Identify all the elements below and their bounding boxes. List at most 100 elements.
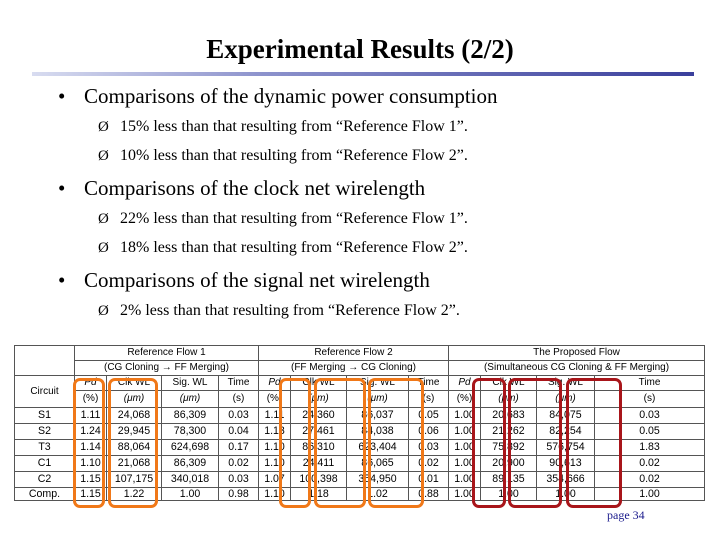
value-cell: 21,262 xyxy=(480,423,537,440)
value-cell: 354,950 xyxy=(346,471,409,488)
value-cell: 1.00 xyxy=(448,439,481,456)
value-cell: 576,754 xyxy=(536,439,595,456)
value-cell: 1.00 xyxy=(448,487,481,501)
value-cell: 1.10 xyxy=(258,455,291,472)
arrow-bullet-icon: Ø xyxy=(98,211,109,227)
value-cell: 86,310 xyxy=(290,439,347,456)
sub-bullet-clock-flow2: Ø 18% less than that resulting from “Refe… xyxy=(98,239,468,257)
circuit-header-spacer xyxy=(14,345,75,376)
value-cell: 86,309 xyxy=(161,407,219,424)
value-cell: 1.07 xyxy=(258,471,291,488)
circuit-cell: S2 xyxy=(14,423,75,440)
unit-header: (s) xyxy=(218,390,259,408)
results-table-container: Reference Flow 1 Reference Flow 2 The Pr… xyxy=(14,345,706,508)
results-table-body: S1 1.11 24,068 86,309 0.03 1.11 24,360 86,037 0.… xyxy=(14,407,706,501)
unit-header: (%) xyxy=(448,390,481,408)
metric-header-row: Circuit Pd Clk WL Sig. WL Time Pd Clk WL… xyxy=(14,375,706,408)
table-row: C2 1.15 107,175 340,018 0.03 1.07 100,398 354,9… xyxy=(14,471,706,488)
value-cell: 0.04 xyxy=(218,423,259,440)
metric-header: Sig. WL xyxy=(161,375,219,391)
value-cell: 624,698 xyxy=(161,439,219,456)
unit-header: (μm) xyxy=(536,390,595,408)
metric-header: Pd xyxy=(258,375,291,391)
unit-header: (μm) xyxy=(480,390,537,408)
value-cell: 1.13 xyxy=(258,423,291,440)
value-cell: 0.02 xyxy=(593,471,706,488)
value-cell: 0.03 xyxy=(218,407,259,424)
arrow-bullet-icon: Ø xyxy=(98,148,109,164)
value-cell: 0.01 xyxy=(408,471,449,488)
bullet-text: Comparisons of the clock net wirelength xyxy=(84,176,426,200)
value-cell: 27,461 xyxy=(290,423,347,440)
metric-header: Clk WL xyxy=(290,375,347,391)
bullet-dot: • xyxy=(58,176,66,200)
value-cell: 29,945 xyxy=(106,423,162,440)
value-cell: 84,075 xyxy=(536,407,595,424)
unit-header: (%) xyxy=(74,390,107,408)
unit-header: (μm) xyxy=(106,390,162,408)
value-cell: 1.02 xyxy=(346,487,409,501)
circuit-cell: C1 xyxy=(14,455,75,472)
value-cell: 0.88 xyxy=(408,487,449,501)
value-cell: 20,900 xyxy=(480,455,537,472)
value-cell: 88,064 xyxy=(106,439,162,456)
value-cell: 1.18 xyxy=(290,487,347,501)
value-cell: 1.11 xyxy=(258,407,291,424)
unit-header-row: (%) (μm) (μm) (s) (%) (μm) (μm) (s) (%) … xyxy=(15,390,706,408)
bullet-dynamic-power: • Comparisons of the dynamic power consum… xyxy=(58,84,498,109)
unit-header: (μm) xyxy=(161,390,219,408)
table-row: C1 1.10 21,068 86,309 0.02 1.10 24,411 86,065 0.… xyxy=(14,455,706,472)
bullet-text: Comparisons of the signal net wirelength xyxy=(84,268,430,292)
group-header-row-1: Reference Flow 1 Reference Flow 2 The Pr… xyxy=(14,345,706,376)
circuit-cell: Comp. xyxy=(14,487,75,501)
group-header-proposed: The Proposed Flow xyxy=(447,345,706,361)
value-cell: 340,018 xyxy=(161,471,219,488)
group-subheader-flow2: (FF Merging → CG Cloning) xyxy=(258,360,449,376)
sub-bullet-text: 22% less than that resulting from “Refer… xyxy=(120,210,468,227)
value-cell: 24,360 xyxy=(290,407,347,424)
arrow-bullet-icon: Ø xyxy=(98,119,109,135)
value-cell: 1.14 xyxy=(74,439,107,456)
metric-header: Pd xyxy=(448,375,481,391)
value-cell: 89,135 xyxy=(480,471,537,488)
group-header-flow1: Reference Flow 1 xyxy=(74,345,259,361)
metric-header: Time xyxy=(218,375,259,391)
value-cell: 0.98 xyxy=(218,487,259,501)
value-cell: 1.22 xyxy=(106,487,162,501)
sub-bullet-text: 15% less than that resulting from “Refer… xyxy=(120,118,468,135)
value-cell: 1.00 xyxy=(536,487,595,501)
metric-header: Clk WL xyxy=(480,375,537,391)
unit-header: (μm) xyxy=(346,390,409,408)
group-subheader-flow1: (CG Cloning → FF Merging) xyxy=(74,360,259,376)
sub-bullet-power-flow1: Ø 15% less than that resulting from “Refe… xyxy=(98,118,468,136)
value-cell: 1.15 xyxy=(74,471,107,488)
circuit-header: Circuit xyxy=(14,375,75,408)
value-cell: 1.00 xyxy=(448,407,481,424)
unit-header: (%) xyxy=(258,390,291,408)
metric-header: Sig. WL xyxy=(346,375,409,391)
arrow-bullet-icon: Ø xyxy=(98,240,109,256)
table-row: S2 1.24 29,945 78,300 0.04 1.13 27,461 84,038 0.… xyxy=(14,423,706,440)
table-row: S1 1.11 24,068 86,309 0.03 1.11 24,360 86,037 0.… xyxy=(14,407,706,424)
value-cell: 1.00 xyxy=(161,487,219,501)
arrow-bullet-icon: Ø xyxy=(98,303,109,319)
table-row: Comp. 1.15 1.22 1.00 0.98 1.10 1.18 1.02 0.88 1.0… xyxy=(14,487,706,501)
bullet-text: Comparisons of the dynamic power consump… xyxy=(84,84,498,108)
value-cell: 1.15 xyxy=(74,487,107,501)
sub-bullet-clock-flow1: Ø 22% less than that resulting from “Refe… xyxy=(98,210,468,228)
value-cell: 0.02 xyxy=(218,455,259,472)
value-cell: 1.00 xyxy=(593,487,706,501)
metric-header: Sig. WL xyxy=(536,375,595,391)
circuit-cell: S1 xyxy=(14,407,75,424)
value-cell: 84,038 xyxy=(346,423,409,440)
value-cell: 1.00 xyxy=(448,423,481,440)
circuit-cell: T3 xyxy=(14,439,75,456)
value-cell: 1.24 xyxy=(74,423,107,440)
value-cell: 90,613 xyxy=(536,455,595,472)
slide-title: Experimental Results (2/2) xyxy=(206,34,514,64)
value-cell: 78,300 xyxy=(161,423,219,440)
value-cell: 0.05 xyxy=(408,407,449,424)
value-cell: 24,068 xyxy=(106,407,162,424)
value-cell: 1.10 xyxy=(74,455,107,472)
unit-header: (μm) xyxy=(290,390,347,408)
